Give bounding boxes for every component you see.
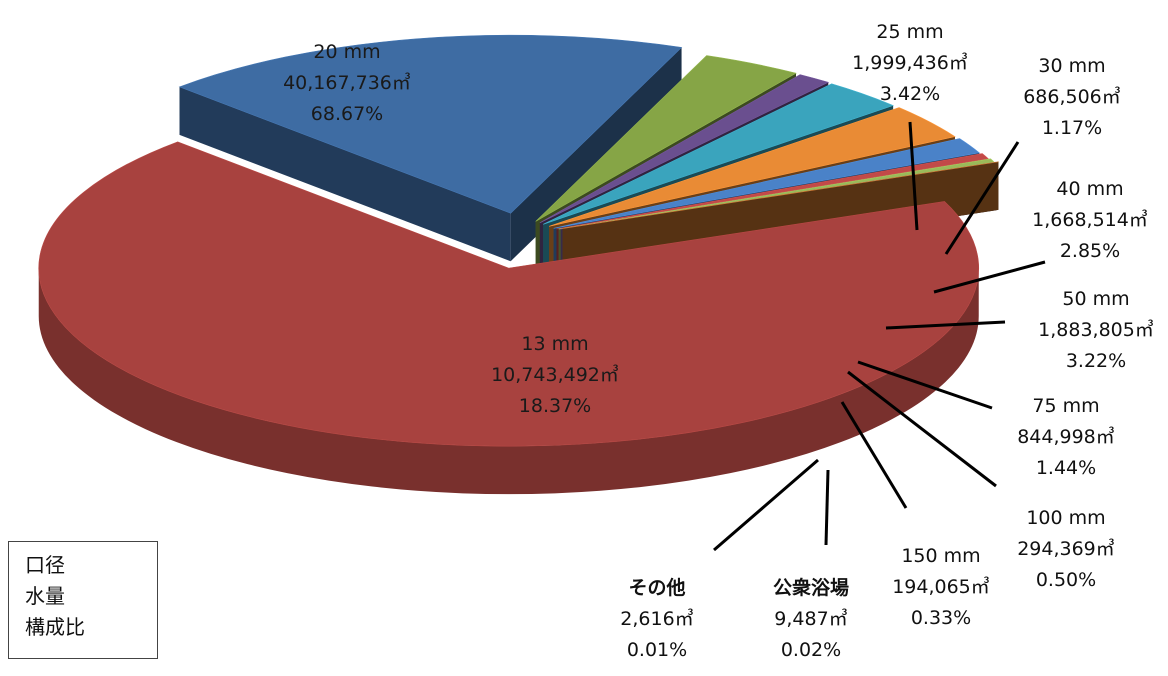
leader-line-9 — [824, 469, 830, 546]
slice-label-percent-6: 1.44% — [1036, 457, 1096, 479]
slice-label-percent-8: 0.33% — [911, 607, 971, 629]
leader-lines — [713, 121, 1046, 552]
slice-0-top — [38, 141, 980, 447]
slice-label-volume-2: 1,999,436㎥ — [852, 52, 968, 74]
slice-label-volume-8: 194,065㎥ — [892, 576, 990, 598]
slice-label-percent-4: 2.85% — [1060, 240, 1120, 262]
slice-label-volume-4: 1,668,514㎥ — [1032, 209, 1148, 231]
slice-labels: 20 mm 40,167,736㎥ 68.67% 13 mm 10,743,492㎥ 18… — [283, 21, 1154, 661]
slice-label-name-6: 75 mm — [1032, 395, 1099, 417]
slice-label-name-0: 20 mm — [313, 41, 380, 63]
slice-7-top — [556, 153, 989, 230]
slice-label-name-9: 公衆浴場 — [773, 576, 849, 599]
slice-label-volume-9: 9,487㎥ — [774, 608, 847, 630]
slice-label-percent-9: 0.02% — [781, 639, 841, 661]
legend-key-box: 口径 水量 構成比 — [8, 541, 158, 659]
slice-2-top — [535, 55, 797, 222]
leader-line-10 — [713, 458, 819, 552]
slice-label-volume-3: 686,506㎥ — [1023, 86, 1121, 108]
leader-line-2 — [908, 121, 919, 231]
leader-line-7 — [847, 370, 997, 488]
slice-10-top — [562, 161, 1000, 229]
slice-label-volume-10: 2,616㎥ — [620, 608, 693, 630]
slices-layer — [38, 34, 1000, 495]
leader-line-8 — [840, 401, 908, 509]
slice-label-percent-1: 18.37% — [519, 395, 591, 417]
slice-label-percent-3: 1.17% — [1042, 117, 1102, 139]
slice-label-percent-10: 0.01% — [627, 639, 687, 661]
slice-0 — [38, 141, 980, 495]
key-diameter: 口径 — [25, 553, 65, 577]
slice-label-name-10: その他 — [628, 576, 685, 599]
slice-label-name-2: 25 mm — [876, 21, 943, 43]
slice-label-percent-7: 0.50% — [1036, 569, 1096, 591]
slice-label-volume-5: 1,883,805㎥ — [1038, 319, 1154, 341]
slice-label-name-4: 40 mm — [1056, 178, 1123, 200]
slice-3-top — [539, 74, 830, 224]
slice-label-name-1: 13 mm — [521, 333, 588, 355]
leader-line-5 — [885, 320, 1006, 330]
slice-label-volume-7: 294,369㎥ — [1017, 538, 1115, 560]
slice-label-name-5: 50 mm — [1062, 288, 1129, 310]
slice-1-top — [178, 34, 683, 214]
slice-label-name-8: 150 mm — [901, 545, 980, 567]
slice-label-name-3: 30 mm — [1038, 55, 1105, 77]
slice-4-top — [543, 83, 894, 225]
key-volume: 水量 — [25, 584, 65, 608]
slice-0-side-0 — [38, 268, 979, 495]
leader-line-6 — [857, 360, 993, 410]
slice-label-percent-5: 3.22% — [1066, 350, 1126, 372]
slice-label-volume-6: 844,998㎥ — [1017, 426, 1115, 448]
slice-label-volume-1: 10,743,492㎥ — [491, 364, 619, 386]
leader-line-4 — [933, 260, 1046, 294]
slice-label-name-7: 100 mm — [1026, 507, 1105, 529]
slice-label-volume-0: 40,167,736㎥ — [283, 72, 411, 94]
slice-label-percent-0: 68.67% — [311, 103, 383, 125]
slice-1-wall-a — [179, 86, 511, 262]
leader-line-3 — [944, 141, 1020, 255]
key-ratio: 構成比 — [25, 615, 85, 639]
slice-5-top — [548, 107, 956, 227]
slice-label-percent-2: 3.42% — [880, 83, 940, 105]
slice-6-top — [553, 138, 981, 229]
